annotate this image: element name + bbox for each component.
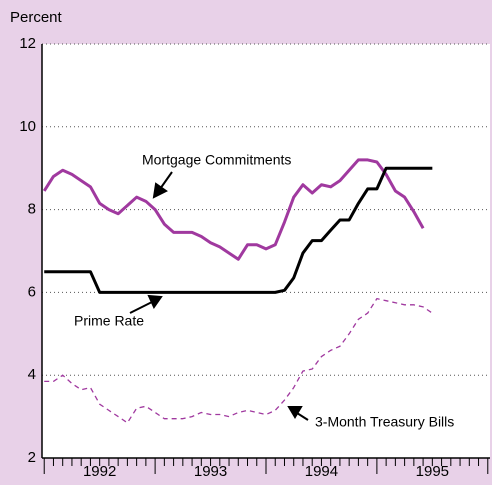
annotation: Mortgage Commitments (142, 152, 291, 168)
line-series (44, 166, 433, 294)
arrow (159, 171, 173, 190)
y-tick-label: 6 (28, 283, 36, 300)
annotation: 3-Month Treasury Bills (315, 414, 454, 430)
x-tick-label: 1992 (83, 463, 116, 480)
y-tick-label: 12 (19, 35, 36, 52)
annotation: Prime Rate (74, 313, 144, 329)
y-tick-label: 2 (28, 449, 36, 466)
arrowhead (147, 294, 163, 310)
x-tick-label: 1994 (305, 463, 338, 480)
arrow (296, 412, 309, 421)
y-tick-label: 4 (28, 366, 36, 383)
plot-area (42, 44, 490, 458)
y-axis-label: Percent (10, 9, 63, 26)
y-tick-label: 8 (28, 201, 36, 218)
x-tick-label: 1995 (416, 463, 449, 480)
arrow (129, 301, 153, 314)
arrows (129, 171, 309, 421)
arrowhead (152, 182, 168, 199)
y-tick-label: 10 (19, 118, 36, 135)
arrowhead (287, 406, 303, 419)
line-series (44, 297, 433, 424)
line-series (42, 158, 425, 261)
x-tick-label: 1993 (194, 463, 227, 480)
